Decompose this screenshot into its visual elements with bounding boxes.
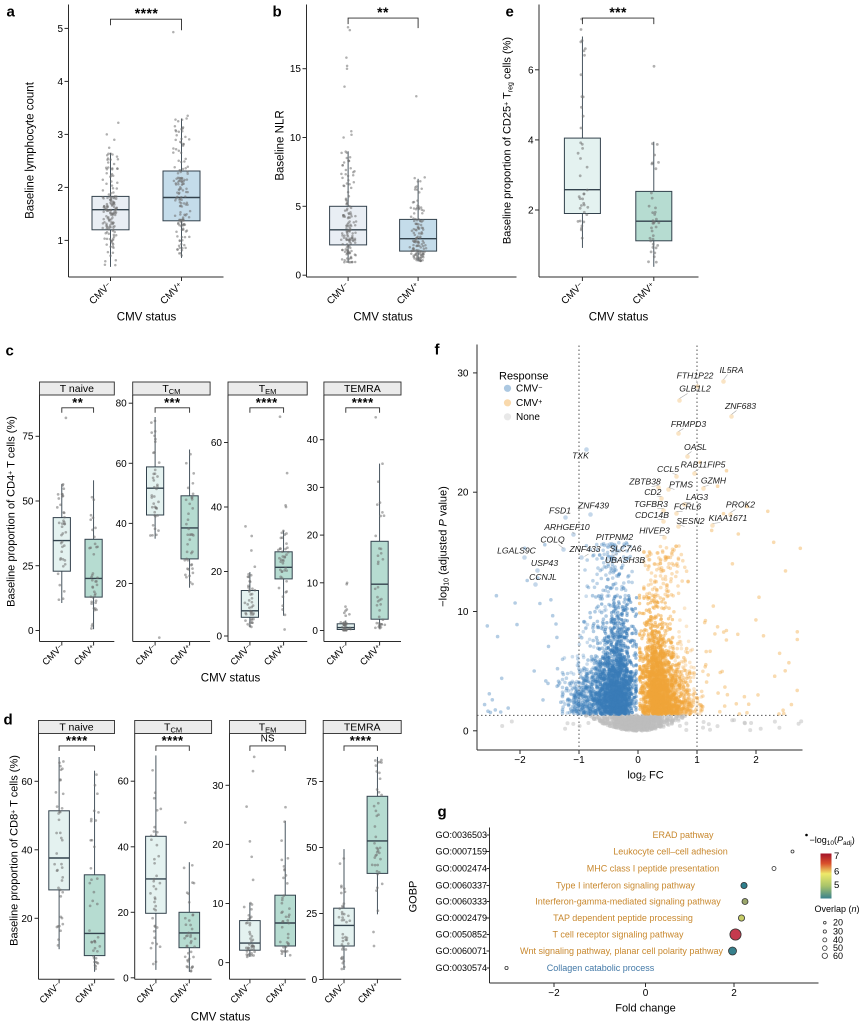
svg-text:0: 0 <box>463 726 469 737</box>
svg-text:20: 20 <box>116 579 128 590</box>
svg-text:CMV status: CMV status <box>117 312 177 324</box>
svg-text:25: 25 <box>306 909 318 920</box>
svg-text:40: 40 <box>307 435 319 446</box>
svg-text:****: **** <box>162 733 184 748</box>
svg-text:T naive: T naive <box>60 383 94 395</box>
svg-text:60: 60 <box>211 438 223 449</box>
svg-text:0: 0 <box>312 626 318 637</box>
svg-text:5: 5 <box>295 202 301 213</box>
svg-text:20: 20 <box>21 914 33 925</box>
svg-text:60: 60 <box>116 459 128 470</box>
svg-text:Baseline proportion of CD8+ T: Baseline proportion of CD8+ T cells (%) <box>9 755 21 946</box>
svg-text:40: 40 <box>211 503 223 514</box>
svg-text:80: 80 <box>116 399 128 410</box>
svg-text:0: 0 <box>218 958 224 969</box>
svg-text:d: d <box>4 712 13 729</box>
svg-text:***: *** <box>609 4 627 20</box>
svg-text:20: 20 <box>211 567 223 578</box>
svg-text:TCM: TCM <box>164 722 182 735</box>
svg-text:Baseline proportion of CD25+ T: Baseline proportion of CD25+ Treg cells … <box>502 37 515 244</box>
svg-text:0: 0 <box>295 271 301 282</box>
svg-text:log2 FC: log2 FC <box>627 770 663 783</box>
svg-text:4: 4 <box>57 77 63 88</box>
svg-text:1: 1 <box>57 236 63 247</box>
svg-text:***: *** <box>164 395 181 410</box>
svg-text:2: 2 <box>57 183 63 194</box>
svg-text:Baseline proportion of CD4+ T: Baseline proportion of CD4+ T cells (%) <box>6 416 18 607</box>
svg-text:****: **** <box>350 733 372 748</box>
svg-text:f: f <box>435 342 441 359</box>
svg-text:TCM: TCM <box>162 383 180 396</box>
svg-text:1: 1 <box>694 755 700 766</box>
svg-text:3: 3 <box>57 130 63 141</box>
svg-text:0: 0 <box>312 975 318 986</box>
svg-text:10: 10 <box>307 578 319 589</box>
svg-text:**: ** <box>377 4 389 20</box>
svg-text:40: 40 <box>116 519 128 530</box>
svg-text:60: 60 <box>21 777 33 788</box>
svg-text:TEM: TEM <box>259 383 277 396</box>
svg-text:60: 60 <box>118 777 130 788</box>
svg-text:2: 2 <box>753 755 759 766</box>
svg-text:4: 4 <box>528 135 534 146</box>
svg-text:20: 20 <box>307 531 319 542</box>
svg-text:40: 40 <box>118 842 130 853</box>
svg-text:e: e <box>506 4 514 21</box>
svg-text:0: 0 <box>28 626 34 637</box>
svg-text:c: c <box>6 343 14 360</box>
svg-text:15: 15 <box>290 64 302 75</box>
svg-text:−log10 (adjusted P value): −log10 (adjusted P value) <box>438 486 451 607</box>
svg-text:2: 2 <box>528 206 534 217</box>
svg-text:****: **** <box>135 5 159 21</box>
svg-text:20: 20 <box>457 488 469 499</box>
svg-text:NS: NS <box>261 734 275 745</box>
svg-text:TEMRA: TEMRA <box>344 722 381 734</box>
svg-text:5: 5 <box>57 24 63 35</box>
svg-text:a: a <box>7 4 16 21</box>
svg-text:b: b <box>273 4 282 21</box>
svg-text:0: 0 <box>216 632 222 643</box>
svg-text:T naive: T naive <box>59 722 93 734</box>
svg-text:75: 75 <box>22 432 34 443</box>
svg-text:TEM: TEM <box>259 722 277 735</box>
svg-text:****: **** <box>352 395 374 410</box>
svg-text:CMV status: CMV status <box>353 312 413 324</box>
svg-text:30: 30 <box>457 368 469 379</box>
svg-text:0: 0 <box>123 973 129 984</box>
svg-text:50: 50 <box>306 843 318 854</box>
svg-text:CMV status: CMV status <box>589 312 649 324</box>
svg-text:20: 20 <box>212 840 224 851</box>
svg-text:CMV status: CMV status <box>201 673 261 685</box>
svg-text:0: 0 <box>635 755 641 766</box>
svg-text:****: **** <box>256 395 278 410</box>
svg-text:50: 50 <box>22 497 34 508</box>
svg-text:10: 10 <box>212 899 224 910</box>
svg-text:6: 6 <box>528 65 534 76</box>
svg-text:20: 20 <box>118 908 130 919</box>
svg-text:75: 75 <box>306 777 318 788</box>
svg-text:Baseline lymphocyte count: Baseline lymphocyte count <box>25 81 37 219</box>
svg-text:−2: −2 <box>514 755 526 766</box>
svg-text:**: ** <box>72 395 83 410</box>
svg-text:40: 40 <box>21 845 33 856</box>
svg-text:−1: −1 <box>573 755 585 766</box>
svg-text:TEMRA: TEMRA <box>344 383 381 395</box>
svg-text:30: 30 <box>212 781 224 792</box>
svg-text:Baseline NLR: Baseline NLR <box>275 110 287 180</box>
svg-text:****: **** <box>66 733 88 748</box>
svg-text:CMV status: CMV status <box>191 1012 251 1024</box>
svg-text:10: 10 <box>290 133 302 144</box>
svg-text:25: 25 <box>22 561 34 572</box>
svg-text:30: 30 <box>307 483 319 494</box>
svg-text:10: 10 <box>457 607 469 618</box>
